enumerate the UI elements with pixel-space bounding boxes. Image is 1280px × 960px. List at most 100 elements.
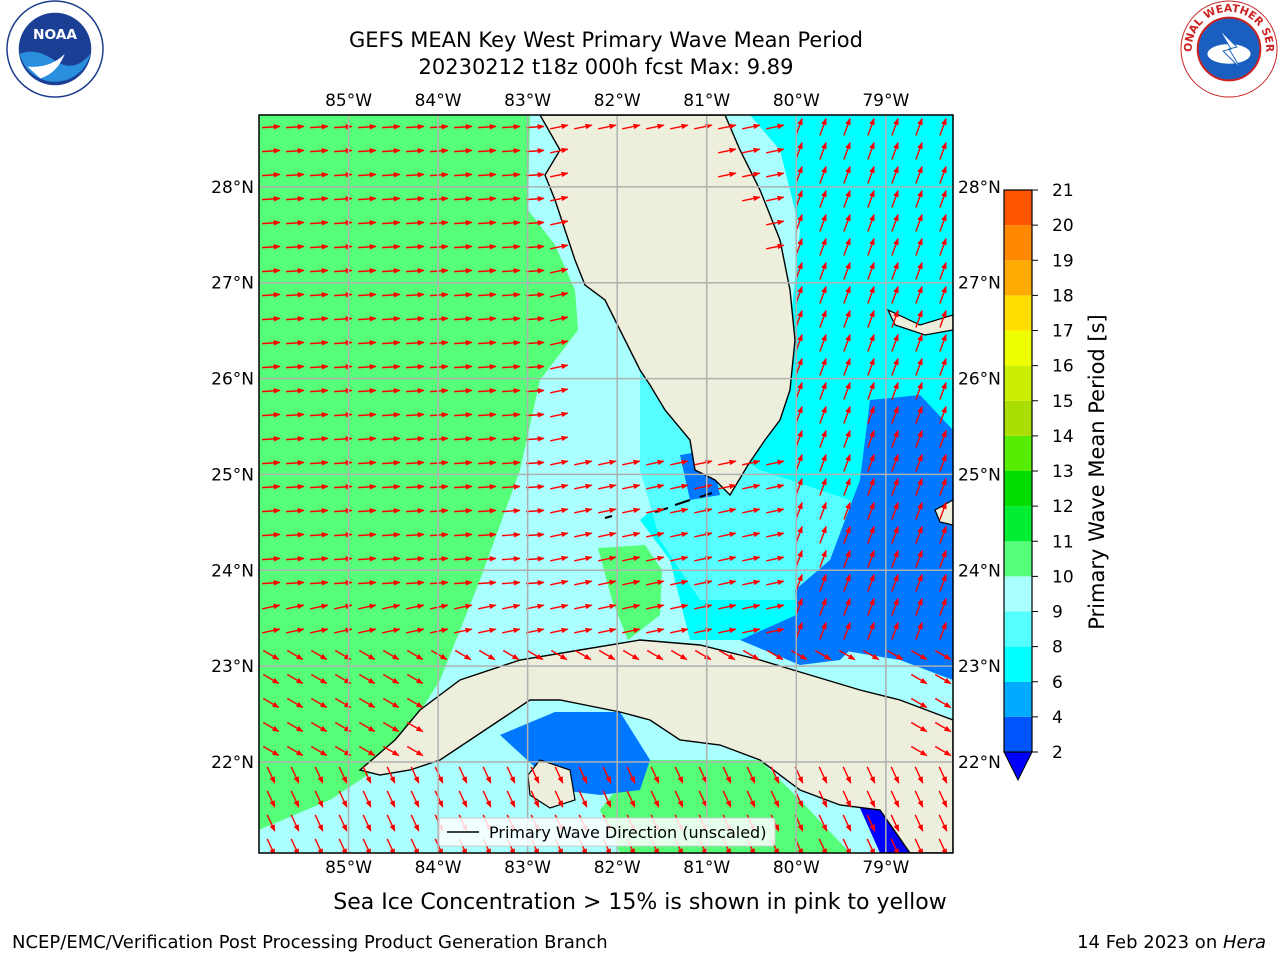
wave-arrow — [434, 790, 444, 808]
wave-arrow — [309, 244, 329, 250]
wave-arrow — [843, 621, 851, 640]
wave-arrow — [867, 381, 875, 400]
wave-arrow — [867, 477, 875, 496]
wave-arrow — [646, 459, 665, 466]
wave-arrow — [381, 484, 401, 490]
wave-arrow — [381, 148, 401, 154]
wave-arrow — [622, 459, 641, 466]
wave-arrow — [550, 435, 569, 442]
wave-arrow — [358, 627, 377, 634]
wave-arrow — [285, 124, 305, 130]
colorbar-tick-label: 10 — [1052, 567, 1074, 587]
wave-arrow — [886, 649, 904, 661]
wave-arrow — [262, 673, 280, 685]
wave-arrow — [525, 316, 545, 322]
wave-arrow — [843, 525, 851, 544]
cuba-land — [358, 639, 953, 853]
wave-arrow — [843, 549, 851, 568]
wave-arrow — [646, 531, 665, 538]
wave-arrow — [285, 412, 305, 418]
wave-arrow — [453, 268, 473, 274]
wave-arrow — [766, 243, 785, 250]
colorbar-tick-label: 14 — [1052, 427, 1074, 447]
wave-arrow — [766, 555, 785, 562]
wave-arrow — [934, 649, 952, 661]
lon-tick-label: 80°W — [773, 91, 820, 111]
wave-arrow — [285, 172, 305, 178]
wave-arrow — [722, 766, 732, 784]
wave-arrow — [819, 285, 827, 304]
chart-subtitle: 20230212 t18z 000h fcst Max: 9.89 — [418, 55, 794, 79]
wave-arrow — [843, 333, 851, 352]
wave-arrow — [819, 453, 827, 472]
wave-arrow — [915, 285, 923, 304]
wave-arrow — [574, 123, 593, 130]
wave-arrow — [670, 459, 689, 466]
wave-arrow — [867, 501, 875, 520]
wave-arrow — [501, 340, 521, 346]
wave-arrow — [477, 316, 497, 322]
wave-arrow — [718, 579, 737, 586]
wave-arrow — [262, 603, 281, 610]
wave-arrow — [405, 316, 425, 322]
wave-arrow — [405, 484, 425, 490]
lon-tick-label: 83°W — [504, 91, 551, 111]
wave-arrow — [718, 147, 737, 154]
wave-arrow — [262, 721, 280, 733]
wave-arrow — [819, 573, 827, 592]
wave-arrow — [525, 484, 545, 490]
wave-arrow — [358, 603, 377, 610]
wave-arrow — [718, 459, 737, 466]
wave-arrow — [867, 405, 875, 424]
field-green-patch — [598, 545, 662, 640]
wave-arrow — [358, 697, 376, 709]
wave-arrow — [891, 573, 899, 592]
wave-arrow — [309, 436, 329, 442]
wave-arrow — [622, 555, 641, 562]
wave-arrow — [477, 340, 497, 346]
wave-arrow — [910, 721, 928, 733]
wave-arrow — [405, 172, 425, 178]
wave-arrow — [502, 603, 521, 610]
wave-arrow — [843, 573, 851, 592]
wave-arrow — [550, 627, 569, 634]
wave-arrow — [357, 196, 377, 202]
wave-arrow — [766, 195, 785, 202]
noaa-logo: NOAA — [6, 0, 104, 98]
lon-tick-label: 83°W — [504, 858, 551, 878]
wave-arrow — [939, 525, 947, 544]
colorbar-segment — [1004, 611, 1032, 647]
wave-arrow — [890, 790, 900, 808]
colorbar-tick-label: 8 — [1052, 638, 1063, 658]
wave-arrow — [819, 357, 827, 376]
wave-arrow — [501, 148, 521, 154]
wave-arrow — [501, 388, 521, 394]
wave-arrow — [525, 268, 545, 274]
wave-arrow — [525, 556, 545, 562]
wave-arrow — [357, 268, 377, 274]
wave-arrow — [429, 292, 449, 298]
wave-arrow — [525, 340, 545, 346]
wave-arrow — [866, 790, 876, 808]
wave-arrow — [357, 556, 377, 562]
wave-arrow — [646, 627, 665, 634]
wave-arrow — [386, 790, 396, 808]
wave-arrow — [477, 508, 497, 514]
colorbar-tick-label: 20 — [1052, 216, 1074, 236]
wave-arrow — [939, 477, 947, 496]
wave-arrow — [550, 195, 569, 202]
wave-arrow — [550, 387, 569, 394]
wave-arrow — [843, 261, 851, 280]
wave-arrow — [646, 555, 665, 562]
wave-arrow — [742, 195, 761, 202]
wave-arrow — [501, 412, 521, 418]
wave-arrow — [526, 627, 545, 634]
wave-arrow — [819, 333, 827, 352]
wave-arrow — [602, 790, 612, 808]
wave-arrow — [405, 388, 425, 394]
lat-tick-label: 28°N — [211, 178, 254, 198]
wave-arrow — [550, 579, 569, 586]
map-field — [259, 115, 953, 853]
wave-arrow — [406, 627, 425, 634]
wave-arrow — [382, 673, 400, 685]
